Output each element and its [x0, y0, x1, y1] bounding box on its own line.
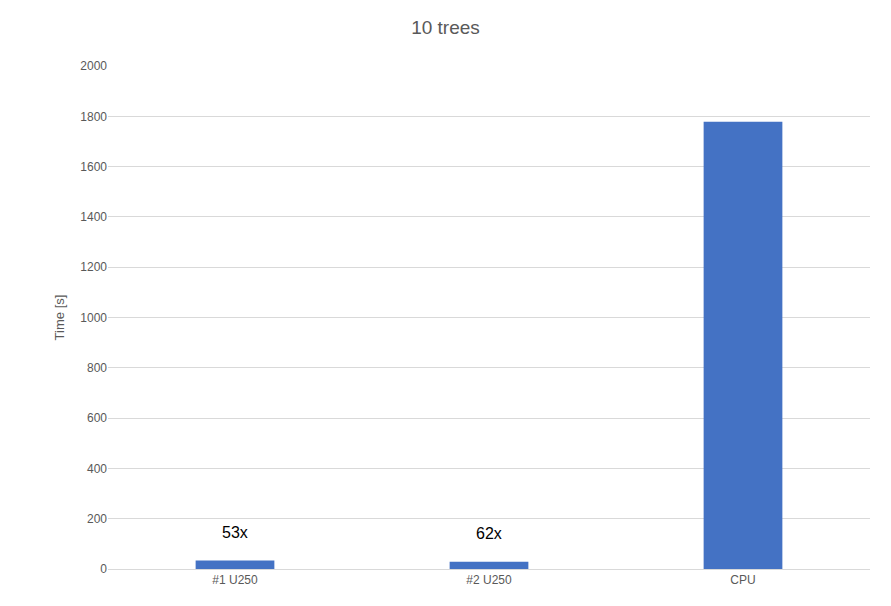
svg-text:0: 0: [100, 562, 107, 576]
svg-text:1800: 1800: [80, 110, 107, 124]
svg-text:800: 800: [87, 361, 107, 375]
svg-text:200: 200: [87, 512, 107, 526]
svg-text:1400: 1400: [80, 210, 107, 224]
svg-text:1200: 1200: [80, 260, 107, 274]
svg-text:10 trees: 10 trees: [411, 17, 480, 38]
svg-text:400: 400: [87, 462, 107, 476]
svg-text:#1 U250: #1 U250: [212, 573, 258, 587]
svg-text:600: 600: [87, 411, 107, 425]
svg-text:2000: 2000: [80, 59, 107, 73]
svg-text:CPU: CPU: [730, 573, 755, 587]
svg-text:53x: 53x: [222, 524, 248, 541]
svg-text:#2 U250: #2 U250: [466, 573, 512, 587]
svg-text:62x: 62x: [476, 525, 502, 542]
svg-text:1600: 1600: [80, 160, 107, 174]
svg-text:1000: 1000: [80, 311, 107, 325]
svg-text:Time [s]: Time [s]: [52, 295, 67, 341]
